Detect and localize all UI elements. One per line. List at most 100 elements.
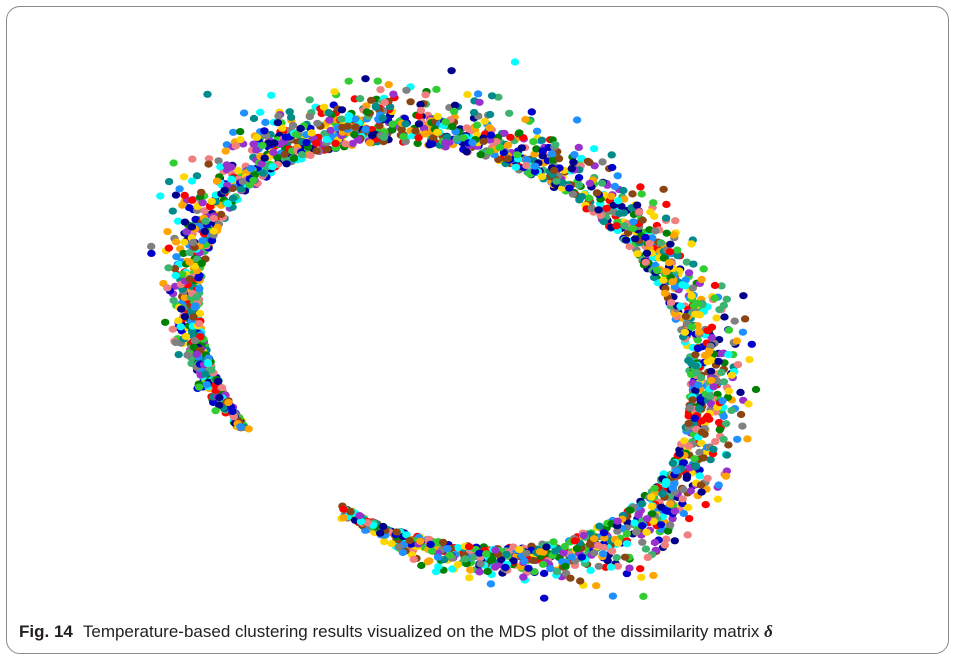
scatter-point [202, 381, 211, 389]
scatter-point [574, 174, 584, 182]
scatter-point [249, 140, 258, 148]
scatter-point [625, 242, 634, 251]
scatter-point [216, 163, 225, 171]
scatter-point [719, 301, 728, 309]
scatter-point [217, 384, 227, 392]
scatter-point [706, 400, 716, 408]
scatter-point [476, 151, 485, 159]
scatter-point [429, 134, 438, 142]
scatter-point [387, 540, 396, 548]
scatter-point [529, 556, 538, 565]
scatter-point [669, 231, 679, 239]
scatter-point [724, 387, 733, 395]
scatter-point [524, 564, 533, 572]
scatter-point [331, 139, 340, 147]
scatter-point [281, 133, 290, 141]
scatter-point [171, 271, 180, 280]
scatter-point [540, 594, 549, 602]
scatter-point [570, 151, 579, 159]
scatter-point [416, 537, 425, 545]
scatter-point [622, 570, 632, 578]
scatter-point [302, 138, 311, 147]
scatter-point [724, 350, 733, 359]
scatter-point [619, 186, 628, 195]
scatter-point [379, 133, 389, 141]
scatter-point [385, 103, 395, 111]
scatter-point [459, 134, 468, 142]
scatter-point [414, 112, 423, 120]
scatter-point [638, 216, 647, 224]
scatter-point [692, 369, 701, 377]
scatter-point [730, 317, 739, 325]
scatter-point [190, 336, 199, 345]
scatter-point [636, 183, 645, 191]
scatter-point [414, 134, 423, 142]
scatter-point [195, 285, 204, 293]
scatter-point [651, 227, 660, 235]
scatter-point [647, 502, 657, 511]
scatter-point [662, 200, 671, 208]
scatter-point [258, 169, 268, 177]
scatter-point [574, 143, 583, 151]
scatter-point [599, 543, 609, 552]
scatter-point [691, 310, 700, 318]
scatter-point [278, 124, 287, 132]
scatter-point [597, 179, 607, 187]
scatter-point [442, 133, 451, 141]
scatter-points [147, 58, 761, 602]
scatter-point [613, 562, 623, 570]
scatter-point [568, 190, 578, 198]
scatter-point [719, 435, 728, 443]
scatter-point [668, 515, 677, 523]
scatter-point [378, 114, 387, 122]
scatter-point [236, 185, 246, 193]
scatter-point [203, 90, 212, 98]
scatter-point [402, 531, 411, 539]
scatter-point [465, 574, 474, 582]
scatter-point [740, 315, 750, 323]
scatter-point [622, 530, 632, 538]
scatter-point [180, 218, 190, 226]
scatter-point [417, 561, 426, 570]
scatter-point [414, 120, 424, 128]
scatter-point [399, 133, 408, 141]
scatter-point [189, 238, 198, 247]
caption-symbol: δ [764, 622, 773, 641]
scatter-point [180, 313, 190, 321]
scatter-point [713, 390, 722, 398]
scatter-point [719, 412, 728, 420]
scatter-point [607, 192, 616, 200]
scatter-point [717, 368, 726, 376]
scatter-point [355, 95, 365, 103]
scatter-point [192, 350, 201, 358]
scatter-point [421, 91, 430, 99]
scatter-point [236, 423, 245, 431]
scatter-point [519, 573, 528, 581]
scatter-point [688, 284, 697, 292]
scatter-point [256, 108, 265, 116]
scatter-point [707, 356, 716, 364]
scatter-point [585, 179, 595, 187]
scatter-point [542, 543, 551, 551]
scatter-point [238, 177, 247, 185]
scatter-point [733, 361, 743, 369]
scatter-point [620, 222, 629, 230]
scatter-point [443, 545, 452, 553]
scatter-point [330, 88, 339, 96]
scatter-point [585, 158, 594, 166]
scatter-point [392, 528, 401, 536]
scatter-point [656, 239, 666, 247]
scatter-point [505, 109, 514, 117]
scatter-point [538, 560, 548, 568]
scatter-point [694, 381, 703, 389]
scatter-point [224, 398, 233, 407]
scatter-point [376, 529, 385, 537]
scatter-point [486, 131, 496, 139]
scatter-point [589, 145, 599, 153]
scatter-point [209, 227, 219, 235]
scatter-point [297, 151, 307, 159]
scatter-point [706, 376, 716, 384]
scatter-point [216, 210, 226, 218]
scatter-point [200, 207, 209, 215]
scatter-point [172, 253, 181, 261]
